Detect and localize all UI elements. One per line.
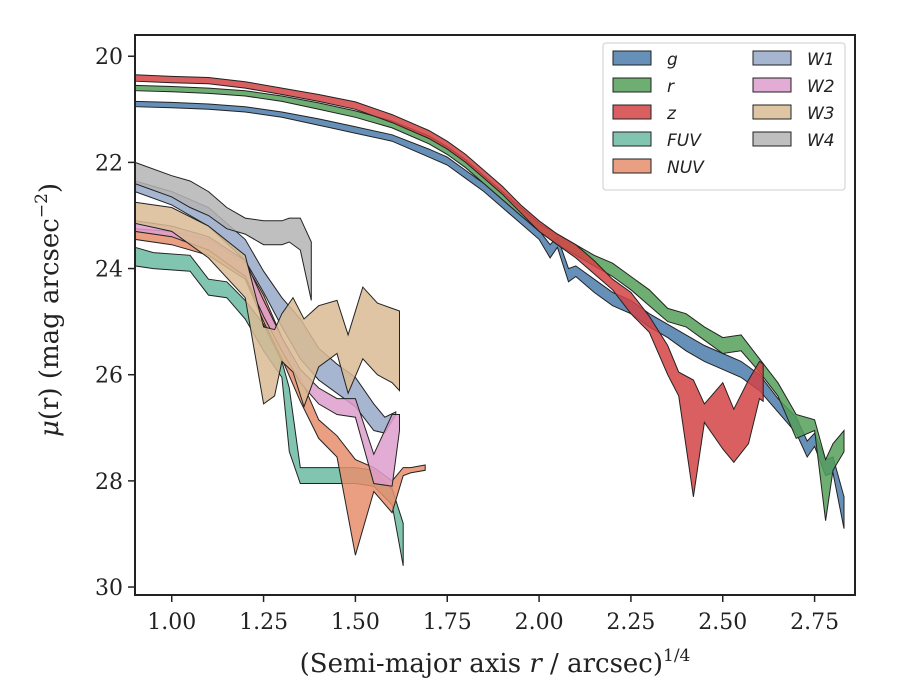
x-tick-label: 1.25 <box>239 610 288 635</box>
legend-label-z: z <box>666 104 677 124</box>
legend-swatch-r <box>612 77 652 93</box>
x-axis-label-prefix: (Semi-major axis <box>300 649 530 679</box>
legend-label-g: g <box>667 50 678 70</box>
y-tick-label: 26 <box>95 364 123 389</box>
legend-swatch-w2 <box>752 77 792 93</box>
x-tick-label: 1.50 <box>331 610 380 635</box>
x-axis-label-var: r <box>529 649 543 679</box>
x-axis-label-suffix: / arcsec) <box>542 649 663 679</box>
legend-label-w2: W2 <box>807 77 835 97</box>
x-tick-label: 2.50 <box>698 610 747 635</box>
y-axis-label-exponent: −2 <box>32 193 52 218</box>
legend-label-w3: W3 <box>807 104 835 124</box>
legend-label-fuv: FUV <box>667 131 702 151</box>
band-nuv <box>134 228 426 556</box>
x-tick-label: 2.25 <box>606 610 655 635</box>
legend: grz FUV NUV W1 W2 W3 W4 <box>602 42 846 191</box>
x-axis: 1.00 1.25 1.50 1.75 2.00 2.25 2.50 2.75 <box>147 595 839 635</box>
y-tick-label: 20 <box>95 45 123 70</box>
y-axis-label: μ(r) (mag arcsec−2) <box>32 183 65 437</box>
x-axis-label-exponent: 1/4 <box>663 646 690 666</box>
x-tick-label: 1.00 <box>147 610 196 635</box>
band-w3 <box>134 201 400 409</box>
band-w4 <box>134 161 312 301</box>
x-tick-label: 2.00 <box>515 610 564 635</box>
x-tick-label: 2.75 <box>790 610 839 635</box>
band-z <box>134 74 764 497</box>
legend-swatch-z <box>612 104 652 120</box>
legend-swatch-g <box>612 50 652 66</box>
legend-swatch-w3 <box>752 104 792 120</box>
legend-label-w4: W4 <box>807 131 835 151</box>
y-tick-label: 22 <box>95 151 123 176</box>
y-axis-label-mu: μ <box>35 420 65 437</box>
x-axis-label: (Semi-major axis r / arcsec)1/4 <box>300 646 691 679</box>
plot-frame <box>134 34 856 596</box>
y-axis: 20 22 24 26 28 30 <box>95 45 135 601</box>
y-tick-label: 30 <box>95 576 123 601</box>
y-axis-label-rest: (r) (mag arcsec <box>35 218 65 420</box>
legend-swatch-w1 <box>752 50 792 66</box>
y-axis-label-close: ) <box>35 183 65 193</box>
x-tick-label: 1.75 <box>423 610 472 635</box>
legend-label-r: r <box>667 77 675 97</box>
legend-swatch-fuv <box>612 131 652 147</box>
y-tick-label: 28 <box>95 470 123 495</box>
y-tick-label: 24 <box>95 258 123 283</box>
legend-swatch-w4 <box>752 131 792 147</box>
legend-label-nuv: NUV <box>667 158 705 178</box>
legend-label-w1: W1 <box>807 50 835 70</box>
series-bands <box>134 74 845 566</box>
legend-swatch-nuv <box>612 158 652 174</box>
